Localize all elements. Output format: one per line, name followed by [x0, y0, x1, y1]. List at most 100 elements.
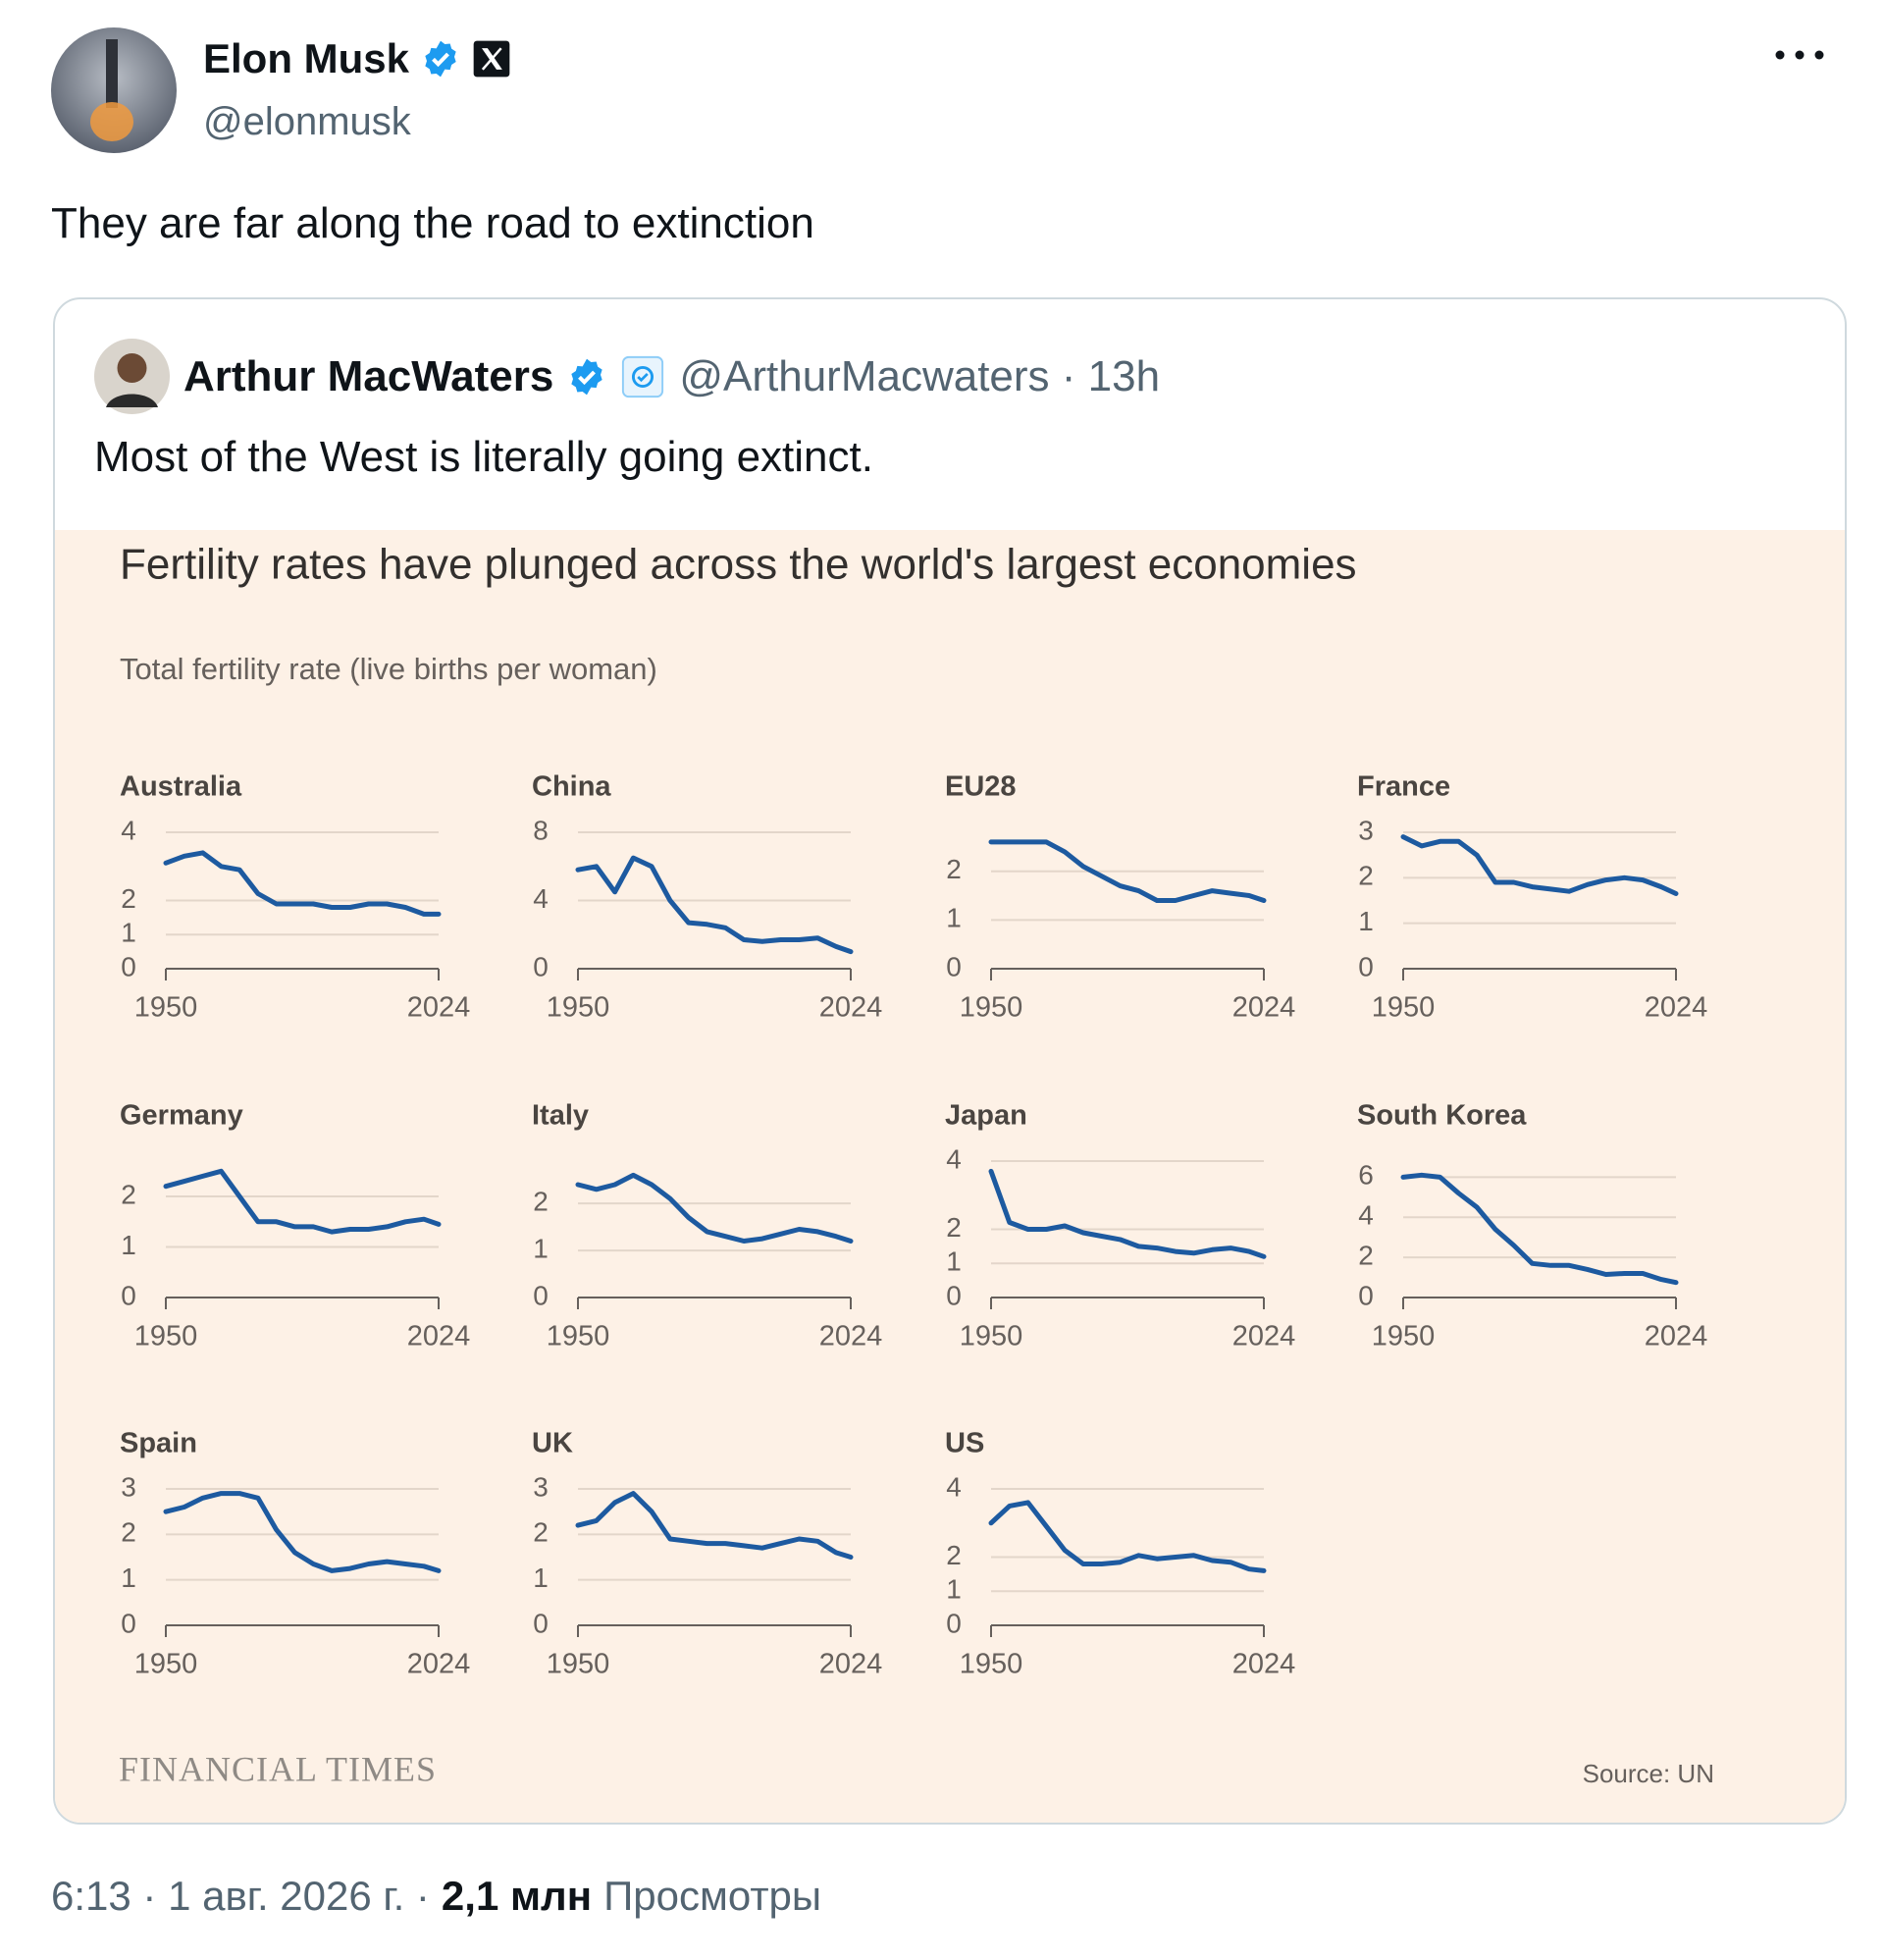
panel-title: Germany — [120, 1100, 243, 1132]
quote-author-name[interactable]: Arthur MacWaters — [183, 351, 554, 400]
quote-meta: @ArthurMacwaters · 13h — [679, 351, 1161, 400]
author-name[interactable]: Elon Musk — [203, 35, 410, 81]
panel-title: Italy — [532, 1100, 589, 1132]
x-tick-label: 2024 — [1645, 1321, 1708, 1352]
y-tick-label: 3 — [121, 1471, 136, 1502]
panel-title: France — [1357, 771, 1450, 803]
x-tick-label: 1950 — [547, 992, 610, 1024]
data-line — [988, 839, 1267, 903]
y-tick-label: 2 — [533, 1187, 549, 1217]
x-tick-label: 1950 — [547, 1321, 610, 1352]
x-tick-label: 1950 — [1372, 992, 1436, 1024]
brand: FINANCIAL TIMES — [119, 1749, 437, 1788]
y-tick-label: 0 — [946, 1280, 962, 1310]
x-tick-label: 1950 — [960, 1321, 1023, 1352]
y-tick-label: 1 — [121, 918, 136, 948]
author-handle[interactable]: @elonmusk — [203, 100, 411, 143]
data-line — [575, 1491, 854, 1560]
y-tick-label: 1 — [121, 1230, 136, 1260]
data-line — [1400, 1172, 1679, 1286]
tweet-text: They are far along the road to extinctio… — [51, 199, 814, 247]
y-tick-label: 0 — [946, 951, 962, 981]
y-tick-label: 4 — [946, 1471, 962, 1502]
panel-title: China — [532, 771, 611, 803]
y-tick-label: 0 — [946, 1608, 962, 1638]
panel-title: Australia — [120, 771, 242, 803]
quote-avatar[interactable] — [94, 339, 170, 414]
y-tick-label: 2 — [1358, 1241, 1374, 1271]
x-tick-label: 1950 — [960, 1649, 1023, 1680]
x-tick-label: 2024 — [1645, 992, 1708, 1024]
x-tick-label: 1950 — [547, 1649, 610, 1680]
source: Source: UN — [1583, 1759, 1714, 1788]
y-tick-label: 1 — [1358, 906, 1374, 936]
data-line — [575, 855, 854, 955]
x-tick-label: 2024 — [819, 992, 883, 1024]
y-tick-label: 0 — [121, 1280, 136, 1310]
y-tick-label: 1 — [946, 903, 962, 933]
y-tick-label: 0 — [1358, 1280, 1374, 1310]
data-line — [575, 1172, 854, 1244]
panel-title: South Korea — [1357, 1100, 1527, 1132]
data-line — [1400, 834, 1679, 896]
panel-title: Spain — [120, 1428, 197, 1459]
y-tick-label: 3 — [533, 1471, 549, 1502]
y-tick-label: 3 — [1358, 815, 1374, 845]
data-line — [163, 1168, 442, 1235]
y-tick-label: 8 — [533, 815, 549, 845]
x-tick-label: 1950 — [134, 992, 198, 1024]
y-tick-label: 2 — [946, 854, 962, 884]
x-tick-label: 2024 — [1232, 1649, 1296, 1680]
x-logo — [473, 40, 510, 78]
y-tick-label: 2 — [946, 1540, 962, 1570]
figure-subtitle: Total fertility rate (live births per wo… — [120, 652, 657, 686]
x-tick-label: 1950 — [960, 992, 1023, 1024]
x-tick-label: 1950 — [1372, 1321, 1436, 1352]
y-tick-label: 0 — [533, 951, 549, 981]
y-tick-label: 2 — [121, 1517, 136, 1548]
y-tick-label: 2 — [121, 1179, 136, 1209]
panel-title: Japan — [945, 1100, 1027, 1132]
subscriber-badge — [622, 355, 664, 397]
y-tick-label: 0 — [121, 1608, 136, 1638]
y-tick-label: 0 — [533, 1280, 549, 1310]
y-tick-label: 1 — [946, 1246, 962, 1277]
x-tick-label: 2024 — [407, 1321, 471, 1352]
tweet-footer: 6:13 · 1 авг. 2026 г. · 2,1 млн Просмотр… — [51, 1873, 821, 1920]
x-tick-label: 2024 — [1232, 1321, 1296, 1352]
x-tick-label: 1950 — [134, 1321, 198, 1352]
verified-badge — [571, 358, 603, 395]
y-tick-label: 1 — [533, 1563, 549, 1593]
data-line — [163, 850, 442, 917]
author-row: Elon Musk — [203, 35, 511, 82]
view-count: 2,1 млн — [441, 1873, 593, 1919]
y-tick-label: 4 — [121, 815, 136, 845]
verified-badge — [425, 40, 456, 78]
y-tick-label: 4 — [1358, 1200, 1374, 1231]
data-line — [988, 1168, 1267, 1259]
x-tick-label: 1950 — [134, 1649, 198, 1680]
views-label: Просмотры — [603, 1873, 822, 1919]
timestamp[interactable]: 6:13 · 1 авг. 2026 г. · — [51, 1873, 430, 1919]
x-tick-label: 2024 — [407, 1649, 471, 1680]
x-tick-label: 2024 — [819, 1321, 883, 1352]
y-tick-label: 4 — [946, 1143, 962, 1174]
y-tick-label: 6 — [1358, 1160, 1374, 1191]
y-tick-label: 1 — [533, 1233, 549, 1263]
panel-title: EU28 — [945, 771, 1017, 803]
data-line — [163, 1491, 442, 1573]
figure-title: Fertility rates have plunged across the … — [120, 541, 1357, 589]
y-tick-label: 2 — [946, 1212, 962, 1243]
x-tick-label: 2024 — [407, 992, 471, 1024]
y-tick-label: 1 — [946, 1574, 962, 1605]
quote-text: Most of the West is literally going exti… — [94, 433, 873, 481]
y-tick-label: 2 — [121, 883, 136, 914]
panel-title: UK — [532, 1428, 573, 1459]
more-menu[interactable] — [1774, 47, 1825, 63]
panel-title: US — [945, 1428, 984, 1459]
x-tick-label: 2024 — [819, 1649, 883, 1680]
y-tick-label: 2 — [533, 1517, 549, 1548]
avatar[interactable] — [51, 27, 177, 153]
